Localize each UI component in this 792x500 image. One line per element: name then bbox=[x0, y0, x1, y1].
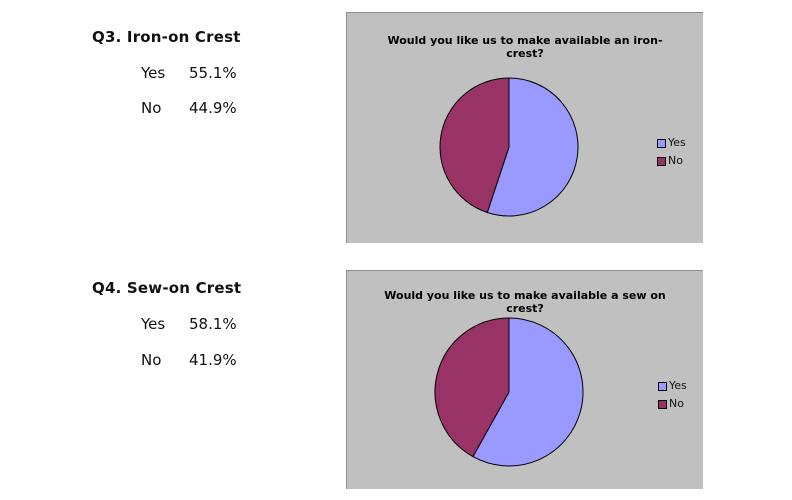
chart-legend: Yes No bbox=[658, 377, 687, 413]
legend-item-no: No bbox=[658, 395, 687, 413]
answer-label-no: No bbox=[141, 99, 162, 117]
legend-item-yes: Yes bbox=[657, 134, 686, 152]
legend-swatch-yes bbox=[657, 138, 666, 148]
legend-label-no: No bbox=[669, 397, 684, 410]
chart-title-line-2: crest? bbox=[506, 47, 544, 60]
pie-slice-no bbox=[439, 77, 510, 214]
legend-label-yes: Yes bbox=[669, 379, 687, 392]
legend-swatch-no bbox=[658, 399, 667, 409]
answer-value-yes: 55.1% bbox=[189, 64, 237, 82]
pie-chart-iron-on: Would you like us to make available an i… bbox=[346, 12, 703, 243]
legend-swatch-no bbox=[657, 156, 666, 166]
chart-title-line-2: crest? bbox=[506, 302, 544, 315]
answer-label-yes: Yes bbox=[141, 64, 166, 82]
chart-legend: Yes No bbox=[657, 134, 686, 170]
legend-swatch-yes bbox=[658, 381, 667, 391]
answer-value-yes: 58.1% bbox=[189, 315, 237, 333]
chart-title: Would you like us to make available a se… bbox=[347, 289, 703, 315]
pie-plot bbox=[439, 77, 579, 217]
chart-title-line-1: Would you like us to make available an i… bbox=[387, 34, 663, 47]
answer-label-yes: Yes bbox=[141, 315, 166, 333]
legend-label-no: No bbox=[668, 154, 683, 167]
chart-title: Would you like us to make available an i… bbox=[347, 34, 703, 60]
pie-slice-yes bbox=[472, 317, 584, 467]
chart-title-line-1: Would you like us to make available a se… bbox=[384, 289, 666, 302]
legend-label-yes: Yes bbox=[668, 136, 686, 149]
question-title-q3: Q3. Iron-on Crest bbox=[92, 28, 241, 46]
pie-slice-yes bbox=[486, 77, 579, 217]
legend-item-yes: Yes bbox=[658, 377, 687, 395]
pie-plot bbox=[434, 317, 584, 467]
pie-chart-sew-on: Would you like us to make available a se… bbox=[346, 270, 703, 489]
question-title-q4: Q4. Sew-on Crest bbox=[92, 279, 242, 297]
answer-value-no: 44.9% bbox=[189, 99, 237, 117]
legend-item-no: No bbox=[657, 152, 686, 170]
answer-value-no: 41.9% bbox=[189, 351, 237, 369]
answer-label-no: No bbox=[141, 351, 162, 369]
pie-slice-no bbox=[434, 317, 510, 458]
